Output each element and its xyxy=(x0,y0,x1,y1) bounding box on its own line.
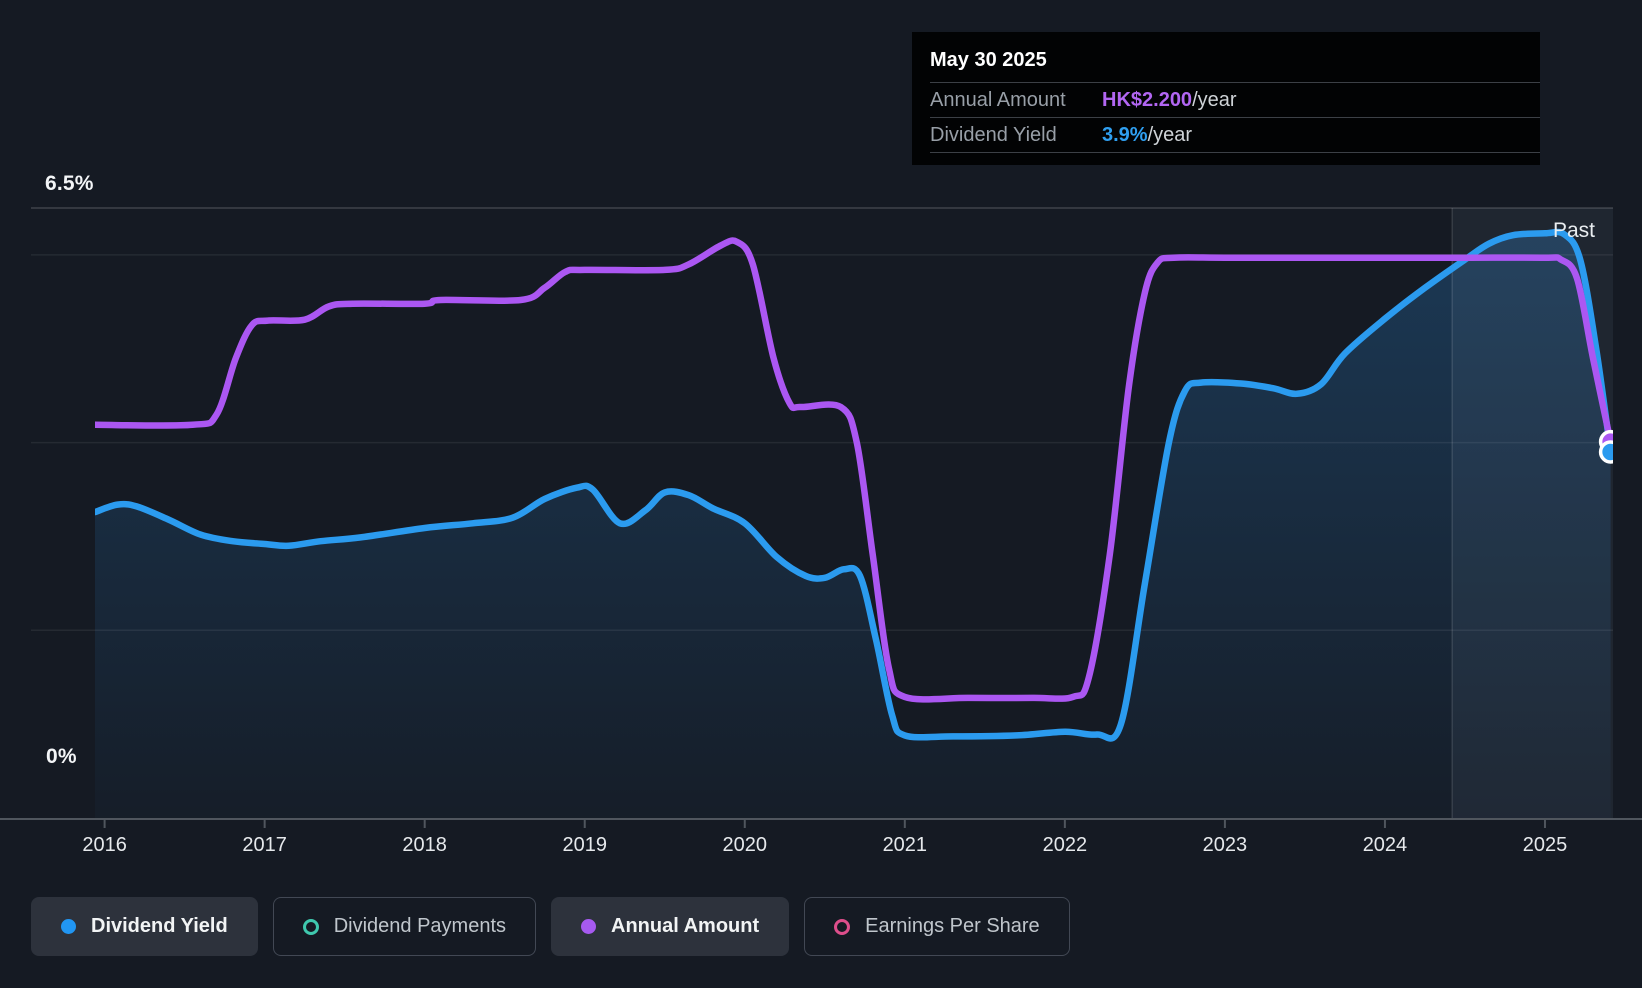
dividend-payments-ring-icon xyxy=(302,918,319,935)
x-tick-label-2022: 2022 xyxy=(1042,834,1088,856)
x-tick-label-2016: 2016 xyxy=(82,834,127,856)
past-region-label: Past xyxy=(1552,219,1595,242)
legend-item-label: Dividend Payments xyxy=(333,915,507,937)
x-tick-label-2021: 2021 xyxy=(882,834,928,856)
legend-item-label: Annual Amount xyxy=(611,915,760,937)
tooltip-date: May 30 2025 xyxy=(930,49,1047,71)
x-tick-label-2020: 2020 xyxy=(722,834,768,856)
annual-amount-dot-icon xyxy=(581,919,597,934)
legend-item-earnings-per-share[interactable]: Earnings Per Share xyxy=(804,897,1070,956)
dividend-yield-area xyxy=(95,232,1611,818)
legend-item-label: Dividend Yield xyxy=(91,915,228,937)
tooltip-row-dividend-yield: Dividend Yield 3.9% /year xyxy=(930,117,1540,153)
legend-item-dividend-yield[interactable]: Dividend Yield xyxy=(31,897,258,956)
x-tick-label-2018: 2018 xyxy=(402,834,447,856)
legend-item-annual-amount[interactable]: Annual Amount xyxy=(551,897,790,956)
x-tick-label-2019: 2019 xyxy=(562,834,607,856)
tooltip-label: Dividend Yield xyxy=(930,123,1057,146)
tooltip-value: 3.9% xyxy=(1102,123,1148,146)
x-tick-label-2024: 2024 xyxy=(1362,834,1408,856)
dividend-yield-dot-icon xyxy=(61,919,76,934)
x-tick-label-2017: 2017 xyxy=(242,834,287,856)
earnings-per-share-ring-icon xyxy=(834,918,851,935)
tooltip-label: Annual Amount xyxy=(930,88,1066,111)
chart-tooltip: May 30 2025 Annual Amount HK$2.200 /year… xyxy=(912,32,1540,165)
legend-item-label: Earnings Per Share xyxy=(865,915,1040,937)
tooltip-suffix: /year xyxy=(1192,88,1237,111)
tooltip-value: HK$2.200 xyxy=(1102,88,1193,111)
tooltip-suffix: /year xyxy=(1147,123,1193,146)
y-axis-max-label: 6.5% xyxy=(45,172,94,195)
tooltip-row-annual-amount: Annual Amount HK$2.200 /year xyxy=(930,82,1540,117)
y-axis-min-label: 0% xyxy=(46,745,77,768)
dividend-yield-end-marker xyxy=(1598,440,1613,464)
legend-item-dividend-payments[interactable]: Dividend Payments xyxy=(272,897,537,956)
chart-legend: Dividend Yield Dividend Payments Annual Am… xyxy=(31,897,1070,956)
dividend-yield-line xyxy=(95,228,1613,742)
x-tick-label-2023: 2023 xyxy=(1202,834,1248,856)
x-tick-label-2025: 2025 xyxy=(1522,834,1568,856)
annual-amount-line xyxy=(95,237,1613,703)
